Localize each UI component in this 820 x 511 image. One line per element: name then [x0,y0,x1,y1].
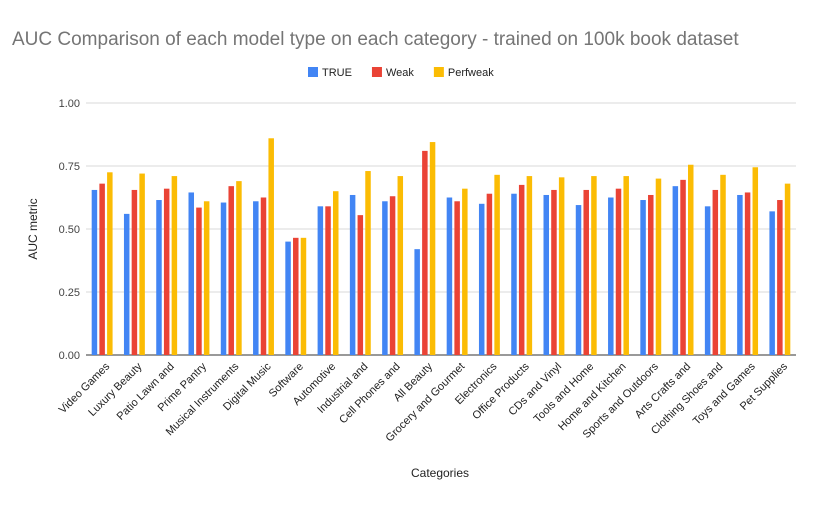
bar-true [446,197,453,355]
bar-weak [777,200,783,355]
bar-true [253,201,259,355]
bar-perfweak [494,174,500,355]
bar-weak [293,237,299,355]
bar-weak [99,183,105,355]
y-tick-label: 0.75 [59,161,80,173]
bar-true [220,202,227,355]
bar-perfweak [558,177,565,355]
bar-weak [680,179,686,355]
bar-weak [228,186,234,355]
bar-true [543,194,550,355]
bar-weak [551,189,557,355]
bar-perfweak [720,174,726,355]
bar-true [511,193,517,355]
y-axis-title: AUC metric [26,198,40,259]
bars [91,138,791,355]
legend-label: Perfweak [448,67,494,79]
bar-true [91,189,98,355]
bar-perfweak [332,191,339,355]
bar-weak [163,188,170,355]
bar-true [575,205,582,355]
bar-perfweak [526,176,533,355]
bar-weak [357,215,364,355]
bar-perfweak [107,172,113,355]
bar-weak [196,207,202,355]
bar-true [349,194,356,355]
bar-weak [260,197,267,355]
bar-perfweak [300,237,307,355]
bar-perfweak [268,138,274,355]
bar-perfweak [236,181,242,355]
legend: TRUE Weak Perfweak [308,67,494,79]
bar-true [123,213,130,355]
x-category-label: Arts Crafts and [633,361,693,421]
bar-weak [325,206,331,355]
bar-true [672,186,679,355]
bar-weak [454,201,460,355]
bar-true [704,206,711,355]
bar-true [769,211,775,355]
bar-weak [583,189,589,355]
legend-swatch [371,67,382,77]
bar-true [608,197,614,355]
y-tick-label: 0.00 [59,350,80,362]
legend-label: Weak [386,67,414,79]
bar-true [317,206,324,355]
bar-perfweak [397,176,404,355]
bar-true [285,241,291,355]
bar-perfweak [623,176,629,355]
bar-perfweak [462,188,468,355]
bar-perfweak [203,201,210,355]
y-axis-ticks: 0.00 0.25 0.50 0.75 1.00 [59,98,80,362]
legend-swatch [433,67,444,77]
bar-weak [648,194,654,355]
bar-weak [615,188,622,355]
bar-weak [486,193,493,355]
bar-true [737,194,743,355]
bar-true [382,201,388,355]
bar-weak [518,184,525,355]
legend-swatch [308,67,318,77]
x-category-label: Office Products [470,360,532,422]
bar-perfweak [139,173,145,355]
bar-true [156,200,162,355]
bar-true [640,200,646,355]
bar-true [188,192,195,355]
bar-perfweak [365,171,371,355]
bar-true [414,249,420,355]
bar-weak [712,189,719,355]
bar-perfweak [429,142,436,355]
bar-weak [422,150,428,355]
bar-perfweak [591,176,597,355]
bar-perfweak [784,183,791,355]
chart-title: AUC Comparison of each model type on eac… [12,29,739,50]
x-category-label: Patio Lawn and [115,361,177,423]
bar-perfweak [687,164,694,355]
bar-perfweak [171,176,178,355]
y-tick-label: 0.50 [59,224,80,236]
bar-weak [389,196,396,355]
bar-true [478,203,485,355]
bar-perfweak [655,178,662,355]
legend-label: TRUE [322,67,352,79]
y-tick-label: 0.25 [59,287,80,299]
bar-weak [744,192,751,355]
bar-weak [131,189,138,355]
bar-perfweak [752,167,759,355]
x-axis-title: Categories [411,466,469,480]
y-tick-label: 1.00 [59,98,80,110]
